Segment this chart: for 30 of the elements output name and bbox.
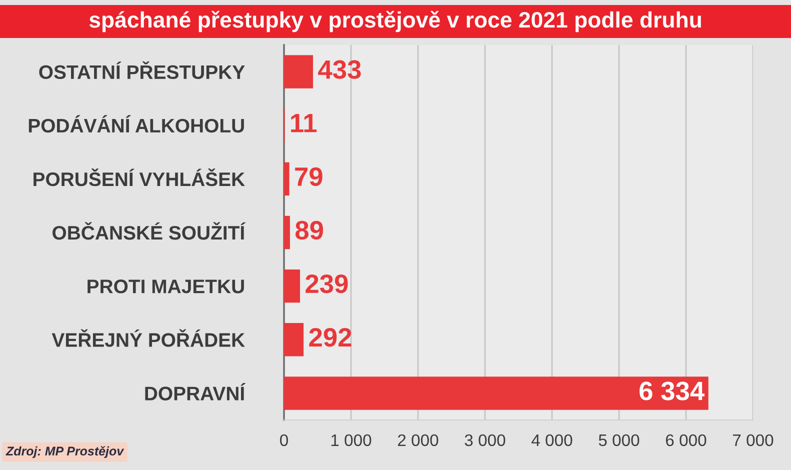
chart-title: spáchané přestupky v prostějově v roce 2021 podle druhu bbox=[89, 10, 701, 32]
bar bbox=[284, 55, 314, 88]
y-tick-label: OBČANSKÉ SOUŽITÍ bbox=[52, 222, 246, 240]
data-label: 6 334 bbox=[640, 382, 704, 400]
x-tick-label: 2 000 bbox=[398, 434, 438, 446]
x-tick-label: 6 000 bbox=[666, 434, 706, 446]
x-tick-label: 1 000 bbox=[331, 434, 372, 446]
data-label: 79 bbox=[295, 167, 322, 186]
y-tick-label: PROTI MAJETKU bbox=[88, 280, 244, 294]
data-label: 292 bbox=[309, 328, 352, 347]
x-tick-label: 7 000 bbox=[733, 434, 774, 446]
data-label: 433 bbox=[318, 60, 361, 79]
bar bbox=[284, 269, 300, 303]
y-tick-label: OSTATNÍ PŘESTUPKY bbox=[39, 61, 245, 80]
y-tick-label: PODÁVÁNÍ ALKOHOLU bbox=[28, 115, 244, 133]
bar bbox=[284, 323, 304, 356]
bar bbox=[284, 376, 708, 410]
text: Zdroj: MP Prostějov bbox=[6, 446, 124, 458]
bar bbox=[284, 162, 290, 196]
y-tick-label: DOPRAVNÍ bbox=[145, 383, 246, 400]
x-tick-label: 3 000 bbox=[464, 434, 506, 446]
data-label: 239 bbox=[306, 274, 348, 294]
y-tick-label: VEŘEJNÝ POŘÁDEK bbox=[52, 329, 245, 347]
x-tick-label: 4 000 bbox=[532, 434, 572, 446]
data-label: 89 bbox=[295, 220, 324, 240]
x-tick-label: 5 000 bbox=[598, 434, 640, 446]
bar bbox=[284, 216, 290, 250]
y-tick-label: PORUŠENÍ VYHLÁŠEK bbox=[34, 168, 245, 186]
data-label: 11 bbox=[291, 114, 317, 132]
x-tick-label: 0 bbox=[280, 434, 288, 446]
